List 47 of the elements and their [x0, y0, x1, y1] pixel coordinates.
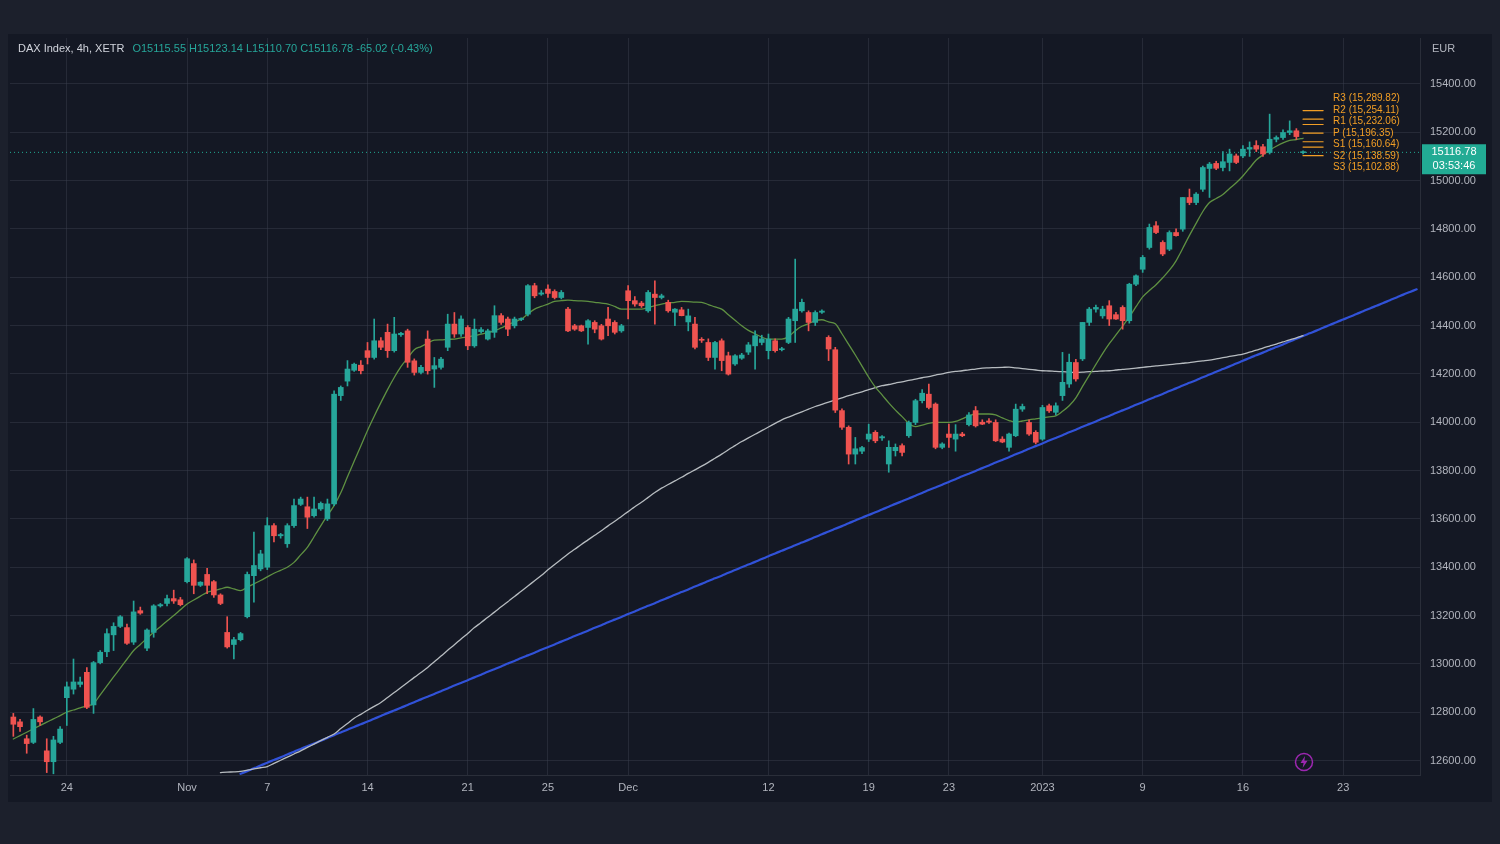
x-tick-label: 19	[862, 780, 875, 793]
line-series	[239, 288, 1418, 775]
chart-subtitle: O15115.55 H15123.14 L15110.70 C15116.78 -65.02 (-0.43%)	[132, 42, 433, 55]
series-label: R1 (15,232.06)	[1333, 115, 1400, 127]
x-tick-label: Dec	[618, 780, 639, 793]
text: 03:53:46	[1432, 159, 1476, 172]
y-tick-label: 14200.00	[1430, 366, 1476, 379]
x-tick-label: 16	[1236, 780, 1250, 793]
x-tick-label: 12	[762, 780, 775, 793]
y-axis-title: EUR	[1432, 42, 1456, 55]
ref-line-label: 15116.78	[1431, 145, 1477, 158]
y-tick-label: 13200.00	[1430, 608, 1476, 621]
x-tick-label: 24	[60, 780, 73, 793]
y-tick-label: 14800.00	[1430, 221, 1476, 234]
candlestick	[946, 423, 952, 448]
y-tick-label: 13600.00	[1430, 511, 1476, 524]
candlestick	[652, 280, 658, 325]
x-tick-label: 25	[541, 780, 555, 793]
y-tick-label: 12800.00	[1430, 705, 1476, 718]
y-tick-label: 15000.00	[1430, 173, 1476, 186]
x-tick-label: 23	[1337, 780, 1350, 793]
x-tick-label: 9	[1139, 780, 1146, 793]
y-tick-label: 12600.00	[1430, 753, 1476, 766]
y-tick-label: 15200.00	[1430, 125, 1476, 138]
x-tick-label: 14	[361, 780, 374, 793]
candlestick	[672, 308, 678, 326]
x-tick-label: 7	[264, 780, 271, 793]
y-tick-label: 13000.00	[1430, 656, 1476, 669]
x-tick-label: 23	[942, 780, 956, 793]
series-label: S2 (15,138.59)	[1333, 149, 1400, 161]
x-tick-label: Nov	[177, 780, 198, 793]
x-tick-label: 2023	[1030, 780, 1055, 793]
candlestick	[1093, 304, 1099, 313]
y-tick-label: 14600.00	[1430, 270, 1476, 283]
series-label: P (15,196.35)	[1333, 126, 1394, 138]
line-series	[219, 335, 1304, 774]
y-tick-label: 13400.00	[1430, 560, 1476, 573]
series-label: S3 (15,102.88)	[1333, 161, 1400, 173]
chart-title: DAX Index, 4h, XETR	[18, 42, 125, 55]
series-label: R2 (15,254.11)	[1333, 103, 1400, 115]
y-tick-label: 14000.00	[1430, 415, 1476, 428]
y-tick-label: 14400.00	[1430, 318, 1476, 331]
x-tick-label: 21	[461, 780, 474, 793]
series-label: S1 (15,160.64)	[1333, 138, 1400, 150]
series-label: R3 (15,289.82)	[1333, 92, 1400, 104]
y-tick-label: 15400.00	[1430, 76, 1476, 89]
y-tick-label: 13800.00	[1430, 463, 1476, 476]
